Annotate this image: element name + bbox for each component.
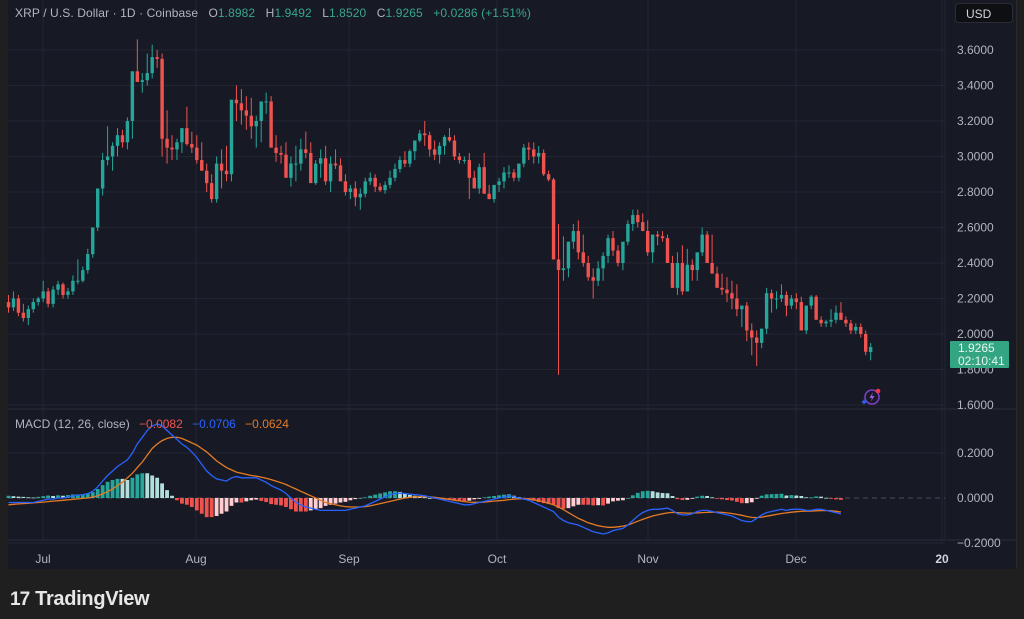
macd-histogram-value: −0.0082: [139, 417, 183, 431]
price-axis-tick: 2.2000: [957, 292, 994, 306]
chart-frame: [8, 0, 1017, 569]
change-value: +0.0286 (+1.51%): [433, 6, 531, 20]
replay-lightning-icon[interactable]: [860, 387, 882, 407]
price-axis-tick: 3.2000: [957, 114, 994, 128]
last-price-label: 1.9265 02:10:41: [950, 341, 1009, 368]
price-axis-tick: 3.4000: [957, 79, 994, 93]
tradingview-brand[interactable]: 17 TradingView: [10, 588, 150, 611]
price-axis-tick: 3.0000: [957, 150, 994, 164]
macd-indicator-name[interactable]: MACD (12, 26, close): [15, 417, 130, 431]
macd-legend: MACD (12, 26, close) −0.0082 −0.0706 −0.…: [15, 417, 289, 431]
currency-button[interactable]: USD: [955, 3, 1013, 23]
price-axis-tick: 3.6000: [957, 43, 994, 57]
macd-line-value: −0.0706: [192, 417, 236, 431]
macd-signal-value: −0.0624: [245, 417, 289, 431]
open-label: O: [208, 6, 218, 20]
time-axis-tick: Dec: [785, 552, 806, 566]
macd-axis-tick: −0.2000: [957, 536, 1001, 550]
macd-axis-tick: 0.2000: [957, 446, 994, 460]
price-axis-tick: 2.8000: [957, 185, 994, 199]
time-axis-tick: Oct: [488, 552, 507, 566]
low-value: 1.8520: [328, 6, 367, 20]
price-axis-tick: 1.6000: [957, 398, 994, 412]
time-axis-tick: Sep: [338, 552, 360, 566]
low-label: L: [322, 6, 329, 20]
time-axis-tick: 20: [935, 552, 949, 566]
last-price-value: 1.9265: [958, 341, 995, 355]
close-value: 1.9265: [385, 6, 423, 20]
tradingview-wordmark: TradingView: [35, 588, 150, 610]
bar-countdown: 02:10:41: [958, 354, 1005, 368]
time-axis-tick: Nov: [637, 552, 658, 566]
price-axis-tick: 2.6000: [957, 221, 994, 235]
price-axis-tick: 2.4000: [957, 256, 994, 270]
close-label: C: [376, 6, 386, 20]
tradingview-logo-icon: 17: [10, 588, 30, 610]
time-axis-tick: Jul: [35, 552, 50, 566]
symbol-title[interactable]: XRP / U.S. Dollar · 1D · Coinbase: [15, 6, 199, 20]
open-value: 1.8982: [217, 6, 256, 20]
symbol-header: XRP / U.S. Dollar · 1D · Coinbase O1.898…: [15, 6, 531, 20]
time-axis-tick: Aug: [185, 552, 206, 566]
high-value: 1.9492: [274, 6, 312, 20]
price-axis-tick: 2.0000: [957, 327, 994, 341]
high-label: H: [265, 6, 275, 20]
macd-axis-tick: 0.0000: [957, 491, 994, 505]
